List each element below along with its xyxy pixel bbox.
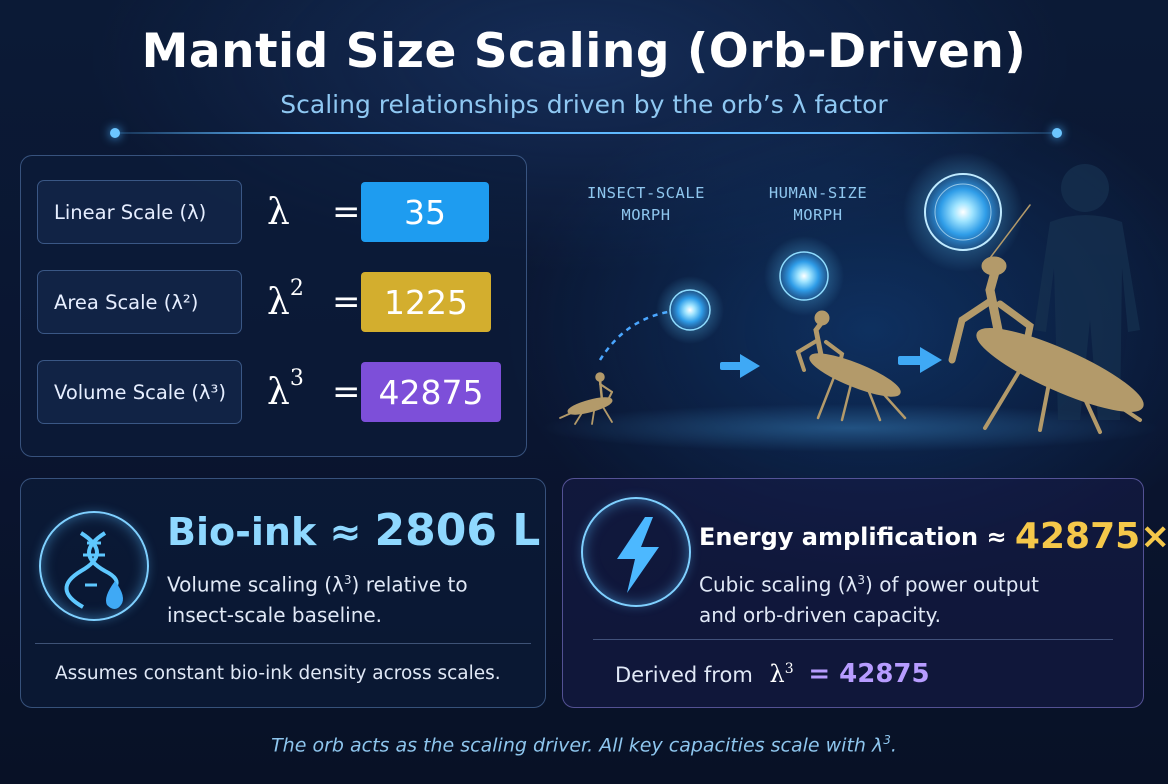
scale-label: Area Scale (λ²) xyxy=(37,270,242,334)
card-divider xyxy=(35,643,531,644)
energy-card: Energy amplification ≈ 42875× Cubic scal… xyxy=(562,478,1168,708)
insect-scale-label: INSECT-SCALE MORPH xyxy=(587,184,705,224)
footer-caption: The orb acts as the scaling driver. All … xyxy=(271,733,897,757)
orb-medium xyxy=(779,251,829,301)
divider-dot-right xyxy=(1052,128,1062,138)
energy-description: Cubic scaling (λ3) of power output and o… xyxy=(699,572,1039,627)
bio-ink-description: Volume scaling (λ3) relative to insect-s… xyxy=(167,572,468,627)
orb-small xyxy=(669,289,711,331)
equals-sign: = xyxy=(332,282,361,322)
mantis-small xyxy=(559,372,613,425)
bio-ink-card: Bio-ink ≈ 2806 L Volume scaling (λ3) rel… xyxy=(20,478,546,708)
lightning-icon xyxy=(581,497,691,607)
mantis-large xyxy=(948,204,1144,434)
orb-trail xyxy=(598,310,669,361)
card-divider xyxy=(593,639,1113,640)
mantis-medium xyxy=(795,310,907,422)
scale-label: Linear Scale (λ) xyxy=(37,180,242,244)
page-subtitle: Scaling relationships driven by the orb’… xyxy=(280,90,888,119)
equals-sign: = xyxy=(332,372,361,412)
dna-droplet-icon xyxy=(39,511,149,621)
title-divider xyxy=(114,132,1058,134)
orb-glow xyxy=(656,276,724,344)
bio-ink-heading: Bio-ink ≈ 2806 L xyxy=(167,505,541,556)
orb-glow xyxy=(903,152,1023,272)
human-silhouette xyxy=(1034,164,1140,420)
page-title: Mantid Size Scaling (Orb-Driven) xyxy=(141,24,1027,79)
scale-expression: λ xyxy=(267,191,290,233)
arrow-right-icon xyxy=(898,347,942,373)
human-size-label: HUMAN-SIZE MORPH xyxy=(768,184,868,224)
scale-label: Volume Scale (λ³) xyxy=(37,360,242,424)
scale-row-linear: Linear Scale (λ) λ = 35 xyxy=(37,180,507,244)
scale-value-linear: 35 xyxy=(361,182,489,242)
scale-value-area: 1225 xyxy=(361,272,491,332)
divider-dot-left xyxy=(110,128,120,138)
energy-heading: Energy amplification ≈ 42875× xyxy=(699,516,1168,557)
derived-from-label: Derived from λ3 = 42875 xyxy=(615,659,930,689)
equals-sign: = xyxy=(332,192,361,232)
arrow-right-icon xyxy=(720,354,760,378)
floor-glow xyxy=(540,404,1160,452)
orb-large xyxy=(924,173,1002,251)
scale-value-volume: 42875 xyxy=(361,362,501,422)
bio-ink-note: Assumes constant bio-ink density across … xyxy=(55,663,501,684)
orb-glow xyxy=(764,236,844,316)
scales-panel: Linear Scale (λ) λ = 35 Area Scale (λ²) … xyxy=(20,155,527,457)
